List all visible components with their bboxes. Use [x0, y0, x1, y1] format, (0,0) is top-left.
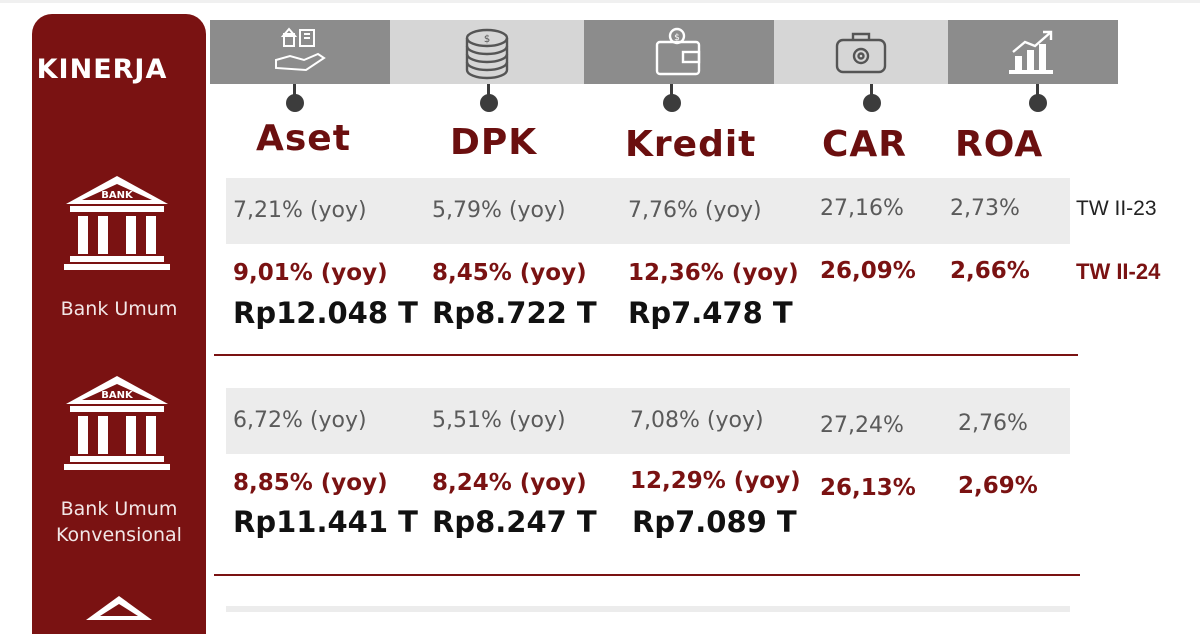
bank-umum-cur-car: 26,09% [820, 258, 916, 284]
growth-chart-icon [1009, 30, 1053, 74]
pin-marker [863, 94, 881, 112]
section-label-bank-umum-konvensional-line1: Bank Umum [60, 498, 178, 520]
section-divider [214, 574, 1080, 576]
sidebar-title: KINERJA [36, 54, 168, 85]
bank-icon: BANK [62, 372, 172, 472]
bank-umum-prev-dpk: 5,79% (yoy) [432, 198, 566, 223]
pin-marker [663, 94, 681, 112]
buk-prev-kredit: 7,08% (yoy) [630, 408, 764, 433]
buk-prev-roa: 2,76% [958, 411, 1028, 436]
bank-umum-cur-dpk: 8,45% (yoy) [432, 260, 587, 286]
bank-umum-prev-aset: 7,21% (yoy) [233, 198, 367, 223]
pin-marker [1029, 94, 1047, 112]
pin-stem [487, 84, 490, 96]
wallet-icon: $ [655, 27, 701, 76]
prev-period-band [226, 606, 1070, 612]
bank-umum-prev-car: 27,16% [820, 196, 904, 221]
bank-icon [82, 592, 156, 632]
pin-marker [286, 94, 304, 112]
buk-prev-aset: 6,72% (yoy) [233, 408, 367, 433]
buk-cur-dpk: 8,24% (yoy) [432, 470, 587, 496]
header-icon-kredit: $ [584, 20, 774, 84]
pin-stem [670, 84, 673, 96]
bank-umum-prev-kredit: 7,76% (yoy) [628, 198, 762, 223]
coin-stack-icon: $ [465, 28, 509, 80]
bank-icon-text: BANK [101, 190, 134, 201]
svg-text:$: $ [674, 33, 680, 43]
column-header-car: CAR [822, 124, 908, 165]
buk-amount-kredit: Rp7.089 T [632, 505, 797, 539]
buk-prev-dpk: 5,51% (yoy) [432, 408, 566, 433]
bank-icon-text: BANK [101, 390, 134, 401]
period-label-cur: TW II-24 [1076, 259, 1161, 284]
section-label-bank-umum: Bank Umum [60, 298, 178, 320]
prev-period-band [226, 178, 1070, 244]
bank-umum-cur-aset: 9,01% (yoy) [233, 260, 388, 286]
house-in-hand-icon [275, 27, 326, 72]
bank-umum-amount-dpk: Rp8.722 T [432, 296, 597, 330]
prev-period-band [226, 388, 1070, 454]
bank-umum-amount-kredit: Rp7.478 T [628, 296, 793, 330]
buk-prev-car: 27,24% [820, 413, 904, 438]
pin-marker [480, 94, 498, 112]
header-icon-dpk: $ [390, 20, 584, 84]
pin-stem [293, 84, 296, 96]
bank-umum-cur-roa: 2,66% [950, 258, 1030, 284]
buk-amount-dpk: Rp8.247 T [432, 505, 597, 539]
column-header-kredit: Kredit [625, 124, 757, 165]
section-label-bank-umum-konvensional-line2: Konvensional [56, 524, 182, 546]
header-icon-roa [948, 20, 1118, 84]
briefcase-gear-icon [835, 32, 887, 74]
bank-umum-cur-kredit: 12,36% (yoy) [628, 260, 799, 286]
period-label-prev: TW II-23 [1076, 197, 1157, 220]
pin-stem [1036, 84, 1039, 96]
column-header-aset: Aset [256, 118, 351, 159]
buk-cur-aset: 8,85% (yoy) [233, 470, 388, 496]
buk-cur-kredit: 12,29% (yoy) [630, 468, 801, 494]
section-divider [214, 354, 1078, 356]
bank-umum-amount-aset: Rp12.048 T [233, 296, 418, 330]
sidebar: KINERJA BANK Bank Umum BANK [32, 14, 206, 634]
buk-cur-car: 26,13% [820, 475, 916, 501]
header-icon-aset [210, 20, 390, 84]
buk-amount-aset: Rp11.441 T [233, 505, 418, 539]
column-header-dpk: DPK [450, 122, 538, 163]
header-icon-car [774, 20, 948, 84]
top-border [0, 0, 1200, 3]
bank-umum-prev-roa: 2,73% [950, 196, 1020, 221]
column-header-roa: ROA [955, 124, 1044, 165]
bank-icon: BANK [62, 172, 172, 272]
svg-text:$: $ [484, 34, 490, 45]
buk-cur-roa: 2,69% [958, 473, 1038, 499]
pin-stem [870, 84, 873, 96]
